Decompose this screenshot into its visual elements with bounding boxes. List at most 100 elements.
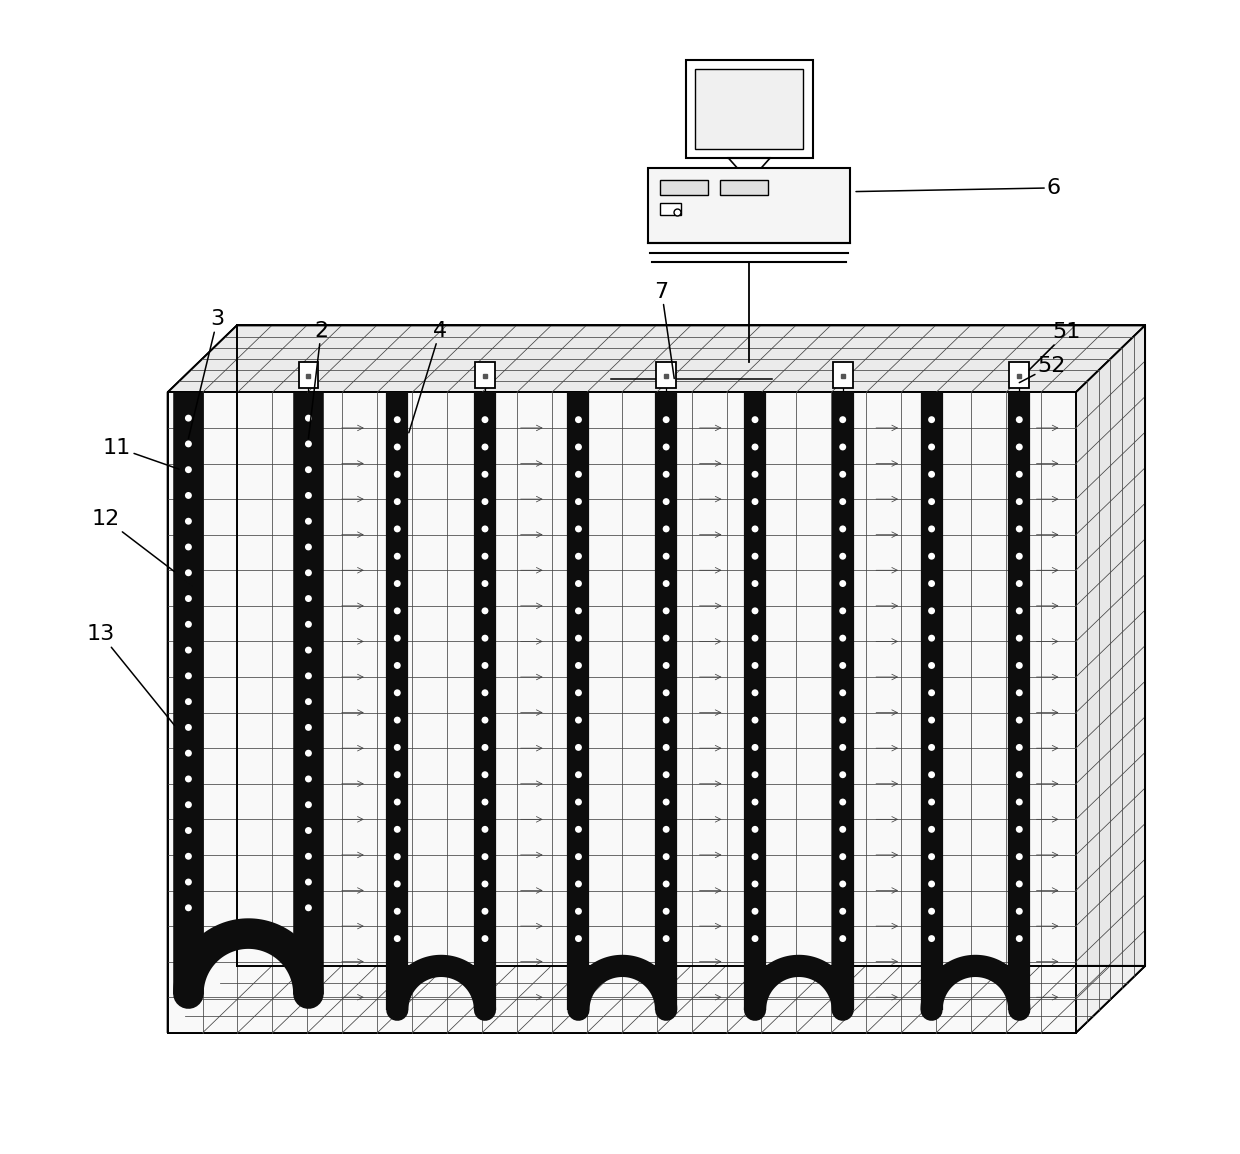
Polygon shape [167,392,1076,1033]
Circle shape [751,607,759,614]
Text: 6: 6 [856,178,1061,197]
Circle shape [575,881,582,887]
Bar [720,180,769,195]
Circle shape [1016,717,1023,724]
Circle shape [575,417,582,424]
Circle shape [662,853,670,860]
Circle shape [928,443,935,450]
Circle shape [662,471,670,478]
Circle shape [481,607,489,614]
Circle shape [305,724,312,730]
Circle shape [928,771,935,778]
Bar [660,180,708,195]
Circle shape [394,662,401,669]
Circle shape [839,662,846,669]
Bar [649,168,851,243]
Circle shape [751,525,759,532]
Circle shape [839,553,846,560]
Circle shape [185,414,192,421]
Circle shape [662,799,670,805]
Circle shape [839,471,846,478]
Bar [694,69,804,149]
Circle shape [1016,443,1023,450]
Circle shape [481,689,489,696]
Circle shape [481,799,489,805]
Circle shape [575,580,582,587]
Circle shape [185,646,192,653]
Circle shape [839,499,846,505]
Bar [686,60,812,158]
Circle shape [662,635,670,642]
Circle shape [1016,635,1023,642]
Circle shape [928,908,935,915]
Circle shape [481,717,489,724]
Circle shape [839,853,846,860]
Circle shape [185,621,192,628]
Circle shape [839,799,846,805]
Text: 11: 11 [103,437,179,470]
Circle shape [839,881,846,887]
Circle shape [1016,853,1023,860]
Circle shape [575,935,582,942]
Circle shape [481,417,489,424]
Circle shape [662,908,670,915]
Circle shape [185,801,192,808]
Circle shape [575,744,582,751]
Circle shape [839,717,846,724]
Circle shape [928,607,935,614]
Circle shape [839,525,846,532]
Circle shape [305,544,312,550]
Circle shape [839,935,846,942]
Circle shape [185,827,192,834]
Circle shape [305,827,312,834]
Circle shape [1016,826,1023,833]
Circle shape [575,525,582,532]
Circle shape [1016,607,1023,614]
Circle shape [394,799,401,805]
Circle shape [305,492,312,499]
Circle shape [751,635,759,642]
Circle shape [662,499,670,505]
Circle shape [305,441,312,448]
Text: 13: 13 [87,624,175,726]
Circle shape [662,826,670,833]
Circle shape [185,698,192,705]
Circle shape [751,853,759,860]
Circle shape [185,492,192,499]
Circle shape [481,744,489,751]
Circle shape [394,853,401,860]
Circle shape [305,569,312,576]
Circle shape [928,635,935,642]
Circle shape [751,744,759,751]
Circle shape [185,724,192,730]
Circle shape [481,580,489,587]
Circle shape [751,908,759,915]
Circle shape [575,635,582,642]
Bar [475,362,495,388]
Circle shape [305,673,312,680]
Circle shape [839,443,846,450]
Circle shape [185,466,192,473]
Circle shape [481,771,489,778]
Circle shape [394,417,401,424]
Circle shape [305,801,312,808]
Circle shape [928,662,935,669]
Circle shape [481,662,489,669]
Circle shape [394,499,401,505]
Text: 2: 2 [309,321,329,439]
Circle shape [839,417,846,424]
Bar [656,362,676,388]
Bar [299,362,319,388]
Circle shape [394,826,401,833]
Circle shape [185,441,192,448]
Circle shape [394,471,401,478]
Circle shape [394,689,401,696]
Circle shape [928,525,935,532]
Circle shape [751,689,759,696]
Circle shape [481,826,489,833]
Circle shape [575,499,582,505]
Circle shape [575,771,582,778]
Polygon shape [1076,325,1145,1033]
Circle shape [575,717,582,724]
Circle shape [185,878,192,885]
